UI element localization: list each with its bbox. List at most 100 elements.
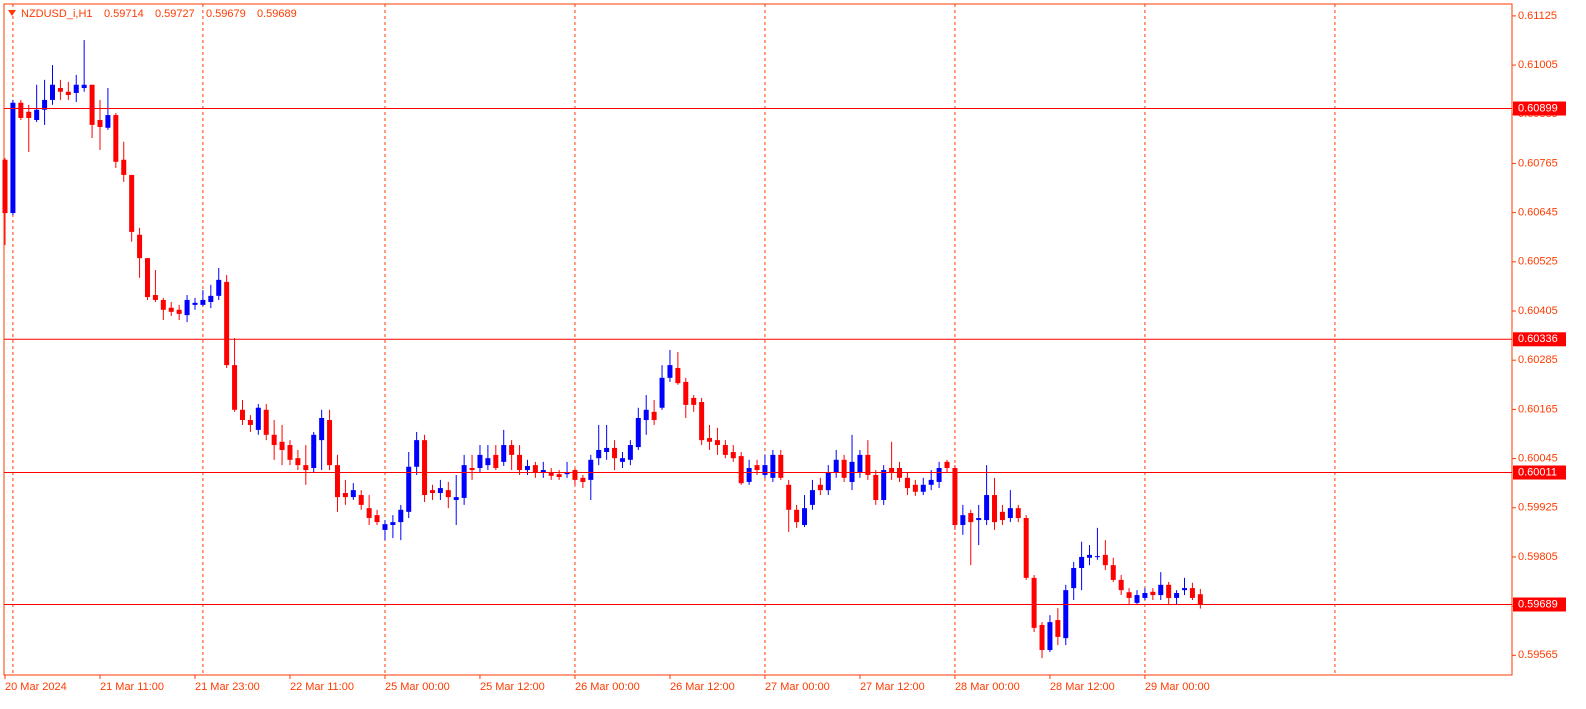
candle-body [160,299,166,310]
candle-body [216,279,222,296]
candle-body [493,454,499,469]
candle-body [1150,591,1156,596]
candle-body [548,472,554,476]
candle-body [707,438,713,442]
candle-body [604,447,610,453]
candle-body [699,402,705,441]
candle-body [327,420,333,466]
candle-body [287,445,293,460]
candle-body [437,488,443,494]
x-tick-label: 21 Mar 23:00 [195,681,260,693]
candle-body [833,459,839,473]
candle-body [152,295,158,300]
candle-body [683,381,689,405]
candle-body [778,454,784,478]
candle-body [691,397,697,405]
level-label: 0.60011 [1518,466,1557,478]
candle-body [944,461,950,469]
candle-body [580,477,586,482]
candle-body [841,459,847,478]
candle-body [34,109,40,121]
collapse-icon[interactable] [8,10,16,16]
candle-body [350,490,356,498]
y-tick-label: 0.61125 [1518,10,1557,22]
candle-body [485,458,491,466]
candle-body [754,465,760,471]
candle-body [1071,568,1077,589]
candle-body [667,365,673,378]
candle-body [889,468,895,473]
candle-body [97,120,103,127]
candle-body [802,508,808,525]
x-tick-label: 25 Mar 12:00 [480,681,545,693]
candle-body [121,159,127,175]
candle-body [857,454,863,473]
candle-body [817,484,823,491]
candle-body [477,454,483,469]
candle-body [184,299,190,316]
candle-body [825,472,831,491]
candle-body [794,509,800,523]
candle-body [501,445,507,462]
y-tick-label: 0.60645 [1518,207,1558,219]
candle-body [374,515,380,523]
header-close: 0.59689 [257,8,297,20]
level-label-box [1513,101,1566,116]
candle-body [912,484,918,492]
candle-body [1015,508,1021,519]
candle-body [414,440,420,467]
x-tick-label: 25 Mar 00:00 [385,681,450,693]
candle-body [10,102,16,214]
candle-body [1126,592,1132,598]
y-tick-label: 0.59925 [1518,502,1558,514]
candle-body [809,490,815,505]
candle-body [1142,593,1148,598]
candle-body [263,409,269,435]
candle-body [1087,554,1093,558]
candle-body [89,84,95,125]
candle-body [1197,594,1203,605]
candle-body [1031,577,1037,628]
candle-body [920,484,926,492]
candle-body [1174,593,1180,598]
candle-body [200,299,206,305]
candle-body [1189,588,1195,598]
candle-body [398,509,404,523]
candle-body [73,84,79,93]
candle-body [279,441,285,450]
candle-body [49,84,55,100]
candle-body [746,468,752,482]
candle-body [635,417,641,448]
y-tick-label: 0.60765 [1518,157,1558,169]
level-label-box [1513,465,1566,480]
candle-body [1166,584,1172,598]
candle-body [57,88,63,92]
candle-body [406,466,412,512]
candle-body [881,470,887,500]
candle-body [762,465,768,475]
candle-body [770,454,776,478]
candle-body [960,515,966,525]
candle-body [176,309,182,314]
candle-body [26,111,32,118]
candle-body [904,477,910,489]
header-high: 0.59727 [155,8,195,20]
candle-body [311,434,317,469]
candle-body [247,420,253,425]
candle-body [873,474,879,500]
candle-body [517,454,523,471]
candle-body [572,470,578,480]
candle-body [224,281,230,366]
candle-body [1134,595,1140,603]
candle-body [596,449,602,459]
candle-body [429,490,435,494]
candle-body [627,445,633,460]
candle-body [239,409,245,421]
header-low: 0.59679 [206,8,246,20]
level-label: 0.60899 [1518,102,1558,114]
level-label: 0.60336 [1518,333,1558,345]
candle-body [382,524,388,530]
candle-body [936,468,942,482]
candle-body [1110,565,1116,580]
candle-body [1055,620,1061,637]
